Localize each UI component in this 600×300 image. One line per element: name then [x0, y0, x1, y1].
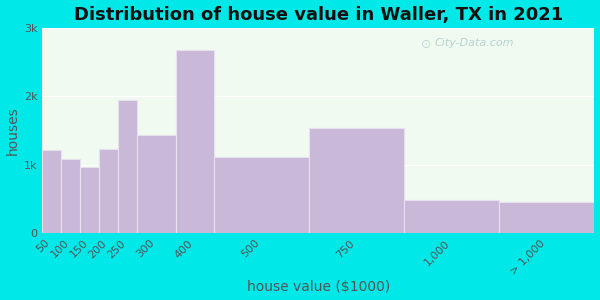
Text: City-Data.com: City-Data.com: [434, 38, 514, 48]
X-axis label: house value ($1000): house value ($1000): [247, 280, 390, 294]
Bar: [80, 167, 100, 233]
Bar: [499, 202, 595, 233]
Bar: [118, 100, 137, 233]
Bar: [309, 128, 404, 233]
Y-axis label: houses: houses: [5, 106, 20, 155]
Bar: [137, 135, 176, 233]
Title: Distribution of house value in Waller, TX in 2021: Distribution of house value in Waller, T…: [74, 6, 563, 24]
Bar: [176, 50, 214, 233]
Bar: [42, 150, 61, 233]
Bar: [404, 200, 499, 233]
Bar: [100, 149, 118, 233]
Text: ⊙: ⊙: [421, 38, 431, 51]
Bar: [61, 159, 80, 233]
Bar: [214, 157, 309, 233]
